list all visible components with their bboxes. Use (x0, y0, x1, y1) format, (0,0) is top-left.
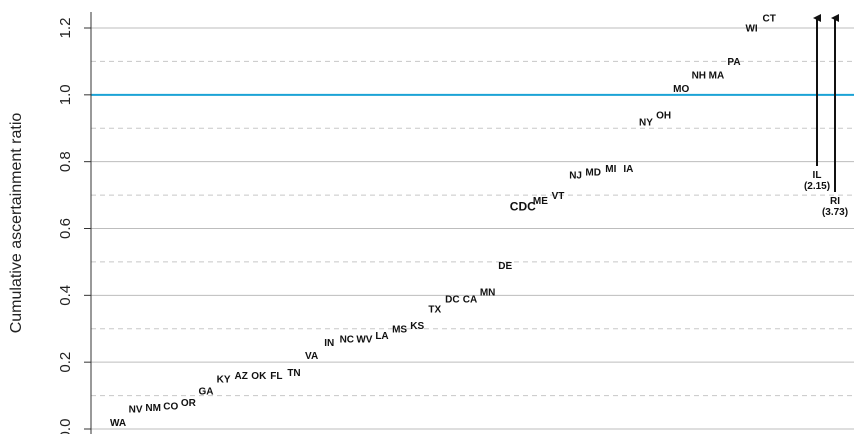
point-label-co: CO (163, 401, 178, 412)
point-label-ny: NY (639, 117, 653, 128)
point-label-or: OR (181, 398, 197, 409)
point-label-mn: MN (480, 288, 496, 299)
point-label-oh: OH (656, 111, 671, 122)
point-label-wi: WI (745, 24, 757, 35)
point-label-tn: TN (287, 368, 300, 379)
point-label-az: AZ (235, 371, 248, 382)
y-tick-label-4: 0.8 (57, 151, 74, 172)
point-label-la: LA (375, 331, 388, 342)
point-label-mo: MO (673, 84, 689, 95)
point-label-wv: WV (356, 334, 372, 345)
point-label-pa: PA (727, 57, 740, 68)
y-axis-ticks: 0.0 0.2 0.4 0.6 0.8 1.0 1.2 (57, 18, 91, 434)
offscale-label-il: IL (813, 170, 822, 181)
y-tick-label-6: 1.2 (57, 18, 74, 39)
point-label-ca: CA (463, 294, 477, 305)
point-label-va: VA (305, 351, 318, 362)
point-label-ms: MS (392, 324, 407, 335)
point-label-de: DE (498, 261, 512, 272)
point-label-nv: NV (129, 405, 143, 416)
point-label-ia: IA (623, 164, 633, 175)
point-label-ok: OK (251, 371, 267, 382)
point-label-fl: FL (270, 371, 282, 382)
point-label-in: IN (324, 338, 334, 349)
point-label-nh: NH (692, 70, 706, 81)
y-axis-label: Cumulative ascertainment ratio (8, 113, 25, 334)
point-label-wa: WA (110, 418, 126, 429)
offscale-label-ri: RI (830, 196, 840, 207)
point-label-mi: MI (605, 164, 616, 175)
point-label-vt: VT (552, 191, 565, 202)
y-tick-label-5: 1.0 (57, 84, 74, 105)
point-label-ky: KY (217, 375, 231, 386)
point-label-ma: MA (709, 70, 725, 81)
point-label-me: ME (533, 196, 548, 207)
offscale-value-il: (2.15) (804, 181, 830, 192)
point-label-dc: DC (445, 294, 459, 305)
point-label-nc: NC (340, 334, 354, 345)
offscale-value-ri: (3.73) (822, 207, 848, 218)
y-tick-label-3: 0.6 (57, 218, 74, 239)
point-label-ga: GA (199, 386, 214, 397)
point-label-tx: TX (428, 304, 441, 315)
point-label-md: MD (585, 167, 601, 178)
point-label-cdc: CDC (510, 199, 536, 213)
y-tick-label-1: 0.2 (57, 352, 74, 373)
point-label-nm: NM (145, 403, 161, 414)
point-label-ct: CT (763, 14, 776, 25)
point-label-ks: KS (410, 321, 424, 332)
grid (91, 27, 854, 430)
y-tick-label-0: 0.0 (57, 419, 74, 434)
y-tick-label-2: 0.4 (57, 285, 74, 306)
offscale-annotations: IL(2.15)RI(3.73) (804, 14, 848, 218)
point-label-nj: NJ (569, 171, 582, 182)
